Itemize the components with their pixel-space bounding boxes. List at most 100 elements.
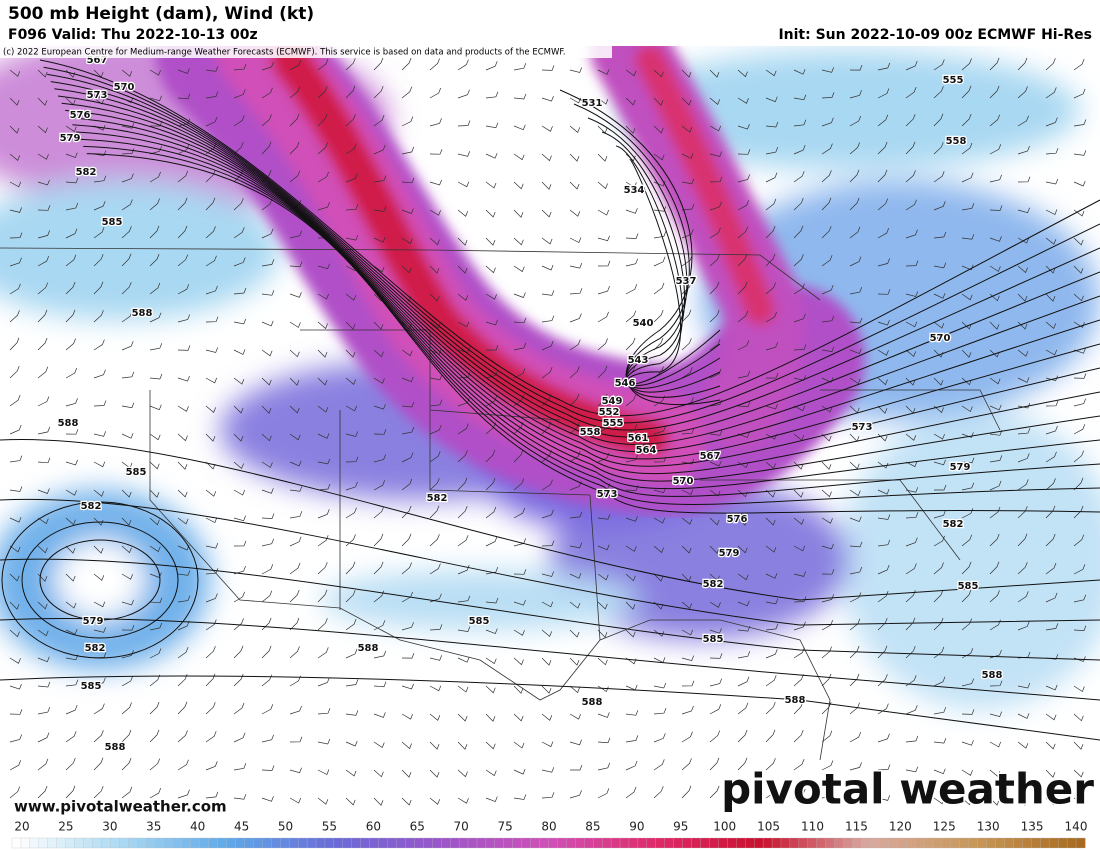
wind-barb — [877, 169, 888, 183]
wind-barb — [933, 646, 945, 659]
wind-barb — [233, 673, 244, 687]
wind-barb — [233, 702, 245, 715]
wind-barb — [625, 760, 638, 771]
wind-barb — [709, 489, 721, 497]
contour-label: 543 — [628, 355, 649, 366]
wind-barb — [1045, 375, 1059, 382]
wind-barb — [541, 366, 553, 379]
wind-barb — [877, 590, 889, 603]
wind-barb — [93, 97, 105, 105]
wind-barb — [261, 433, 272, 442]
wind-barb — [401, 478, 413, 491]
wind-barb — [457, 59, 469, 71]
wind-barb — [821, 92, 835, 99]
contour-line — [47, 73, 1100, 431]
wind-barb — [821, 569, 835, 575]
wind-barb — [821, 346, 835, 352]
wind-barb — [849, 197, 860, 211]
wind-barb — [681, 489, 694, 495]
wind-barb — [625, 208, 638, 214]
wind-barb — [765, 253, 776, 267]
wind-barb — [401, 741, 412, 750]
wind-barb — [457, 535, 469, 547]
wind-barb — [989, 114, 1001, 127]
wind-barb — [373, 175, 387, 183]
wind-barb — [317, 769, 330, 775]
wind-barb — [401, 265, 412, 274]
wind-barb — [149, 312, 162, 323]
wind-barb — [9, 683, 22, 690]
wind-barb — [485, 293, 497, 300]
wind-barb — [317, 142, 328, 155]
wind-barb — [933, 797, 945, 805]
wind-barb — [1073, 424, 1086, 435]
wind-barb — [793, 254, 804, 267]
colorbar-tick-label: 35 — [146, 820, 161, 834]
wind-barb — [989, 455, 1003, 463]
wind-barb — [737, 401, 751, 408]
colorbar-cell — [47, 837, 58, 849]
wind-barb — [933, 142, 944, 155]
wind-barb — [541, 153, 552, 162]
wind-barb — [65, 679, 79, 687]
wind-barb — [513, 181, 524, 190]
wind-barb — [597, 393, 608, 407]
wind-barb — [1073, 398, 1087, 407]
wind-barb — [737, 432, 750, 438]
wind-barb — [93, 785, 104, 799]
wind-barb — [541, 450, 552, 463]
wind-barb — [709, 430, 723, 436]
wind-barb — [9, 709, 23, 715]
wind-barb — [429, 685, 442, 692]
wind-barb — [681, 601, 693, 609]
wind-barb — [1017, 57, 1028, 71]
wind-barb — [317, 797, 329, 805]
wind-barb — [681, 517, 693, 525]
colorbar-cell — [128, 837, 138, 849]
wind-barb — [541, 767, 555, 773]
wind-barb — [457, 151, 471, 157]
wind-barb — [570, 764, 583, 771]
contour-label: 555 — [603, 418, 624, 429]
colorbar-cell — [38, 837, 49, 849]
wind-barb — [9, 424, 22, 435]
wind-barb — [121, 786, 133, 799]
wind-barb — [289, 60, 302, 71]
wind-barb — [905, 537, 918, 547]
wind-barb — [233, 287, 247, 295]
wind-barb — [149, 489, 160, 498]
wind-barb — [709, 151, 723, 157]
wind-barb — [849, 256, 862, 267]
wind-barb — [1017, 479, 1029, 491]
wind-barb — [905, 512, 919, 519]
contour-line — [625, 159, 721, 385]
wind-barb — [989, 144, 1002, 155]
wind-barb — [121, 545, 132, 554]
wind-barb — [121, 489, 132, 498]
wind-barb — [877, 198, 889, 211]
wind-barb — [513, 153, 525, 161]
wind-barb — [37, 309, 48, 323]
wind-barb — [597, 514, 611, 520]
wind-barb — [37, 396, 50, 407]
wind-barb — [233, 489, 246, 496]
contour-label: 573 — [597, 489, 618, 500]
contour-label: 579 — [950, 462, 971, 473]
wind-barb — [261, 320, 274, 327]
wind-barb — [877, 795, 891, 801]
wind-barb — [1073, 321, 1085, 328]
wind-barb — [177, 789, 190, 799]
wind-barb — [121, 402, 135, 409]
wind-barb — [1017, 591, 1029, 603]
wind-barb — [205, 791, 219, 799]
wind-barb — [121, 624, 135, 631]
colorbar-cell — [476, 837, 487, 849]
wind-barb — [737, 545, 748, 554]
wind-barb — [37, 426, 51, 435]
wind-barb — [961, 457, 975, 464]
wind-barb — [877, 319, 890, 326]
wind-barb — [709, 97, 721, 105]
wind-barb — [737, 149, 751, 155]
wind-barb — [765, 517, 776, 526]
wind-barb — [1017, 176, 1031, 183]
